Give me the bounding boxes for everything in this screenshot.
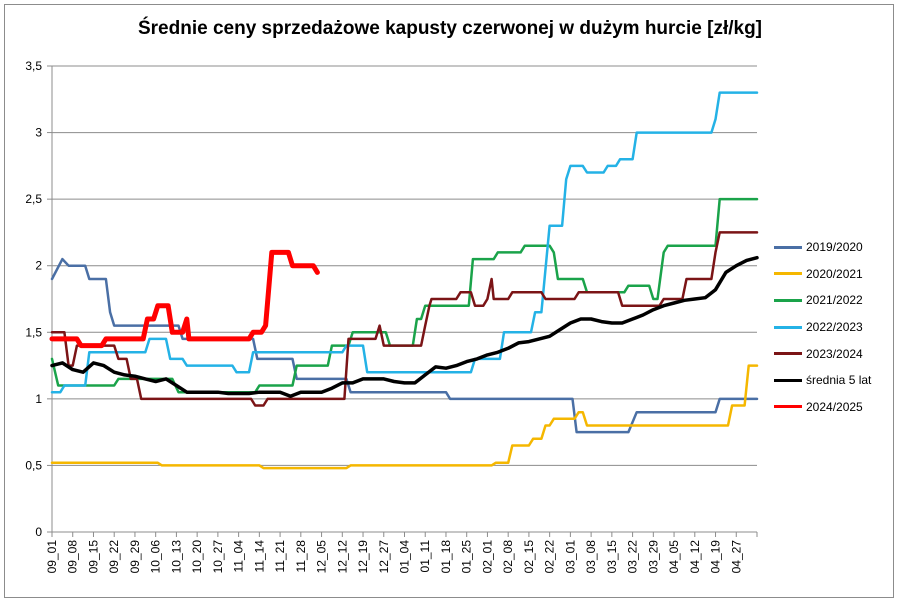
legend-label: 2023/2024 — [806, 346, 863, 361]
legend-item: 2022/2023 — [774, 314, 894, 341]
legend-label: 2022/2023 — [806, 320, 863, 335]
y-tick-label: 1 — [35, 392, 42, 406]
x-tick-label: 01_18 — [439, 540, 453, 574]
x-tick-label: 09_08 — [66, 540, 80, 574]
x-tick-label: 12_05 — [315, 540, 329, 574]
legend-label: średnia 5 lat — [806, 373, 872, 388]
x-tick-label: 11_28 — [294, 540, 308, 573]
series-line-2020-2021 — [50, 364, 759, 470]
x-tick-label: 03_29 — [646, 540, 660, 574]
legend-swatch — [774, 405, 802, 409]
series-line-2024-2025 — [49, 249, 320, 349]
legend-label: 2020/2021 — [806, 266, 863, 281]
x-tick-label: 12_27 — [377, 540, 391, 574]
chart-frame — [4, 4, 894, 598]
y-tick-label: 0 — [35, 525, 42, 539]
legend-label: 2019/2020 — [806, 240, 863, 255]
x-tick-label: 04_05 — [667, 540, 681, 574]
x-tick-label: 03_15 — [605, 540, 619, 574]
x-tick-label: 03_08 — [584, 540, 598, 574]
gridlines — [52, 65, 757, 466]
x-tick-label: 01_25 — [460, 540, 474, 574]
x-tick-label: 03_01 — [563, 540, 577, 574]
x-tick-label: 02_08 — [501, 540, 515, 574]
x-tick-label: 10_20 — [190, 540, 204, 574]
legend-swatch — [774, 272, 802, 276]
x-tick-label: 01_04 — [398, 540, 412, 574]
legend-label: 2021/2022 — [806, 293, 863, 308]
legend-swatch — [774, 245, 802, 249]
legend-item: 2020/2021 — [774, 261, 894, 288]
x-tick-label: 04_19 — [709, 540, 723, 574]
legend-item: 2019/2020 — [774, 234, 894, 261]
y-axis-ticks: 0 0,5 1 1,5 2 2,5 3 3,5 — [25, 59, 52, 539]
x-tick-label: 02_22 — [543, 540, 557, 574]
legend-swatch — [774, 352, 802, 356]
y-tick-label: 2,5 — [25, 192, 42, 206]
x-tick-label: 11_14 — [252, 540, 266, 573]
x-tick-label: 11_04 — [232, 540, 246, 573]
legend-item: średnia 5 lat — [774, 367, 894, 394]
series-line--rednia-5-lat — [50, 255, 759, 398]
x-tick-label: 12_12 — [335, 540, 349, 574]
x-tick-label: 03_22 — [626, 540, 640, 574]
legend-item: 2023/2024 — [774, 340, 894, 367]
series-line-2019-2020 — [50, 257, 759, 434]
legend-swatch — [774, 298, 802, 302]
x-tick-label: 04_12 — [688, 540, 702, 574]
legend-swatch — [774, 325, 802, 329]
series-lines — [49, 91, 759, 470]
chart-title: Średnie ceny sprzedażowe kapusty czerwon… — [137, 18, 762, 39]
series-line-2022-2023 — [50, 91, 759, 394]
y-tick-label: 3 — [35, 126, 42, 140]
x-tick-label: 09_01 — [45, 540, 59, 574]
y-tick-label: 0,5 — [25, 458, 42, 472]
x-tick-label: 11_21 — [273, 540, 287, 573]
y-tick-label: 3,5 — [25, 59, 42, 73]
legend-label: 2024/2025 — [806, 399, 863, 414]
x-tick-label: 01_11 — [418, 540, 432, 573]
series-line-2021-2022 — [50, 197, 759, 394]
legend-item: 2024/2025 — [774, 394, 894, 421]
x-tick-label: 09_29 — [128, 540, 142, 574]
x-tick-label: 10_13 — [169, 540, 183, 574]
x-tick-label: 10_06 — [149, 540, 163, 574]
x-tick-label: 09_15 — [86, 540, 100, 574]
x-tick-label: 02_15 — [522, 540, 536, 574]
legend-item: 2021/2022 — [774, 287, 894, 314]
x-axis-ticks: 09_01 09_08 09_15 09_22 09_29 10_06 10_13 10_20… — [45, 532, 758, 574]
x-tick-label: 02_01 — [480, 540, 494, 574]
legend: 2019/2020 2020/2021 2021/2022 2022/2023 2023… — [774, 234, 894, 420]
y-tick-label: 2 — [35, 259, 42, 273]
x-tick-label: 10_27 — [211, 540, 225, 574]
x-tick-label: 12_19 — [356, 540, 370, 574]
x-tick-label: 04_27 — [729, 540, 743, 574]
legend-swatch — [774, 378, 802, 382]
y-tick-label: 1,5 — [25, 325, 42, 339]
x-tick-label: 09_22 — [107, 540, 121, 574]
